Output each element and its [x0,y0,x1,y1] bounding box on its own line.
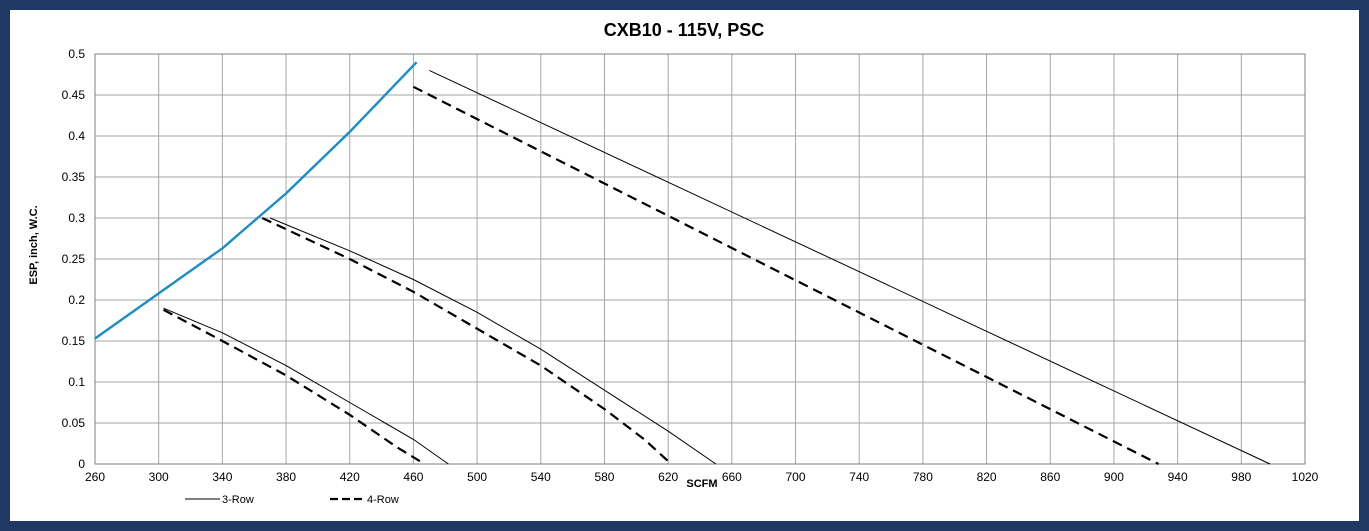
series-line-3-row [163,307,449,465]
x-tick-label: 820 [977,470,997,484]
x-tick-label: 740 [849,470,869,484]
x-tick-label: 380 [276,470,296,484]
y-tick-label: 0.3 [68,211,85,225]
x-axis-label: SCFM [686,478,717,490]
x-tick-label: 300 [149,470,169,484]
chart-title: CXB10 - 115V, PSC [604,20,764,40]
x-tick-label: 780 [913,470,933,484]
legend-label-4-row: 4-Row [367,494,399,506]
series-line-4-row [261,217,673,465]
performance-chart: CXB10 - 115V, PSC 260 300 340 380 420 460 500 5… [28,20,1319,506]
series-line-3-row [269,217,717,465]
x-tick-label: 900 [1104,470,1124,484]
x-tick-label: 980 [1231,470,1251,484]
y-tick-label: 0.45 [62,88,86,102]
series-line-4-row [162,308,426,465]
y-tick-label: 0.4 [68,129,85,143]
x-axis-ticks: 260 300 340 380 420 460 500 540 580 620 660 700 740 7… [85,470,1319,484]
legend: 3-Row 4-Row [185,494,399,506]
x-tick-label: 660 [722,470,742,484]
x-tick-label: 340 [212,470,232,484]
x-tick-label: 460 [403,470,423,484]
y-axis-ticks: 0 0.05 0.1 0.15 0.2 0.25 0.3 0.35 0.4 0.45 0.5 [62,47,86,471]
y-tick-label: 0.5 [68,47,85,61]
series-line-3-row [429,69,1271,465]
y-axis-label: ESP, inch, W.C. [28,205,40,284]
y-tick-label: 0.1 [68,375,85,389]
x-tick-label: 620 [658,470,678,484]
x-tick-label: 260 [85,470,105,484]
x-tick-label: 580 [594,470,614,484]
x-tick-label: 860 [1040,470,1060,484]
x-tick-label: 940 [1168,470,1188,484]
plot-area [94,53,1306,465]
grid [94,53,1306,465]
y-tick-label: 0 [78,457,85,471]
y-tick-label: 0.25 [62,252,86,266]
x-tick-label: 1020 [1292,470,1319,484]
y-tick-label: 0.05 [62,416,86,430]
x-tick-label: 700 [786,470,806,484]
x-tick-label: 420 [340,470,360,484]
series-line-4-row [412,85,1159,465]
y-tick-label: 0.2 [68,293,85,307]
legend-label-3-row: 3-Row [222,494,254,506]
limit-curve [94,61,418,340]
y-tick-label: 0.15 [62,334,86,348]
x-tick-label: 500 [467,470,487,484]
y-tick-label: 0.35 [62,170,86,184]
x-tick-label: 540 [531,470,551,484]
series-layer [94,61,1271,465]
